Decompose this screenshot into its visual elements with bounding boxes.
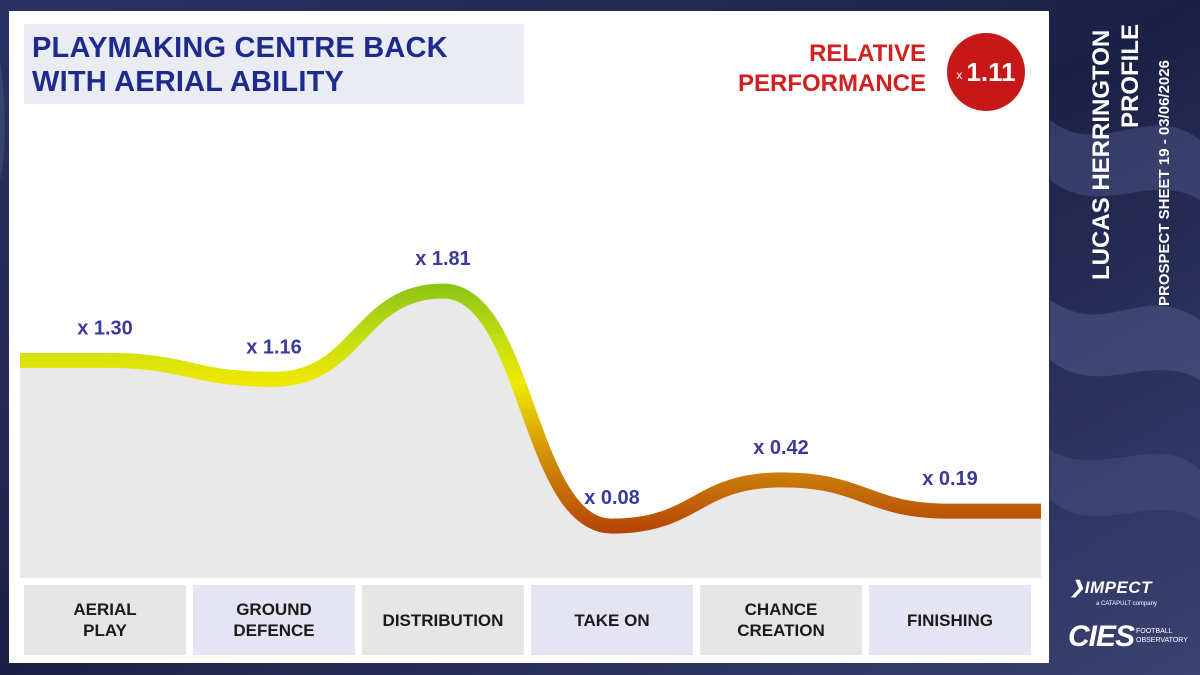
category-label: TAKE ON — [531, 585, 693, 655]
impect-logo-text: IMPECT — [1084, 578, 1152, 597]
relative-value: 1.11 — [966, 56, 1016, 87]
impect-logo: ❯IMPECT — [1070, 578, 1152, 598]
value-label: x 0.19 — [922, 468, 978, 490]
value-label: x 0.08 — [584, 487, 640, 509]
impect-arrow-icon: ❯ — [1070, 578, 1085, 597]
category-label: CHANCE CREATION — [700, 585, 862, 655]
chart-title-line-2: WITH AERIAL ABILITY — [32, 66, 345, 98]
value-label: x 1.30 — [77, 317, 133, 339]
cies-logo: CIES — [1068, 620, 1135, 653]
impect-logo-sub: a CATAPULT company — [1096, 601, 1157, 607]
value-label: x 0.42 — [753, 437, 809, 459]
value-label: x 1.16 — [246, 336, 302, 358]
category-label: AERIAL PLAY — [24, 585, 186, 655]
cies-logo-sub: FOOTBALL OBSERVATORY — [1136, 628, 1188, 644]
category-label: DISTRIBUTION — [362, 585, 524, 655]
relative-prefix: x — [956, 68, 963, 82]
chart-title-line-1: PLAYMAKING CENTRE BACK — [32, 32, 448, 64]
performance-line — [20, 283, 1041, 534]
profile-label: PROFILE — [1117, 23, 1144, 128]
player-name: LUCAS HERRINGTON — [1088, 29, 1115, 280]
relative-label-line-2: PERFORMANCE — [737, 70, 926, 97]
relative-performance-label: RELATIVE PERFORMANCE — [700, 38, 926, 102]
relative-label-line-1: RELATIVE — [809, 40, 926, 67]
title-box: PLAYMAKING CENTRE BACK WITH AERIAL ABILI… — [24, 24, 524, 104]
value-label: x 1.81 — [415, 248, 471, 270]
category-label: GROUND DEFENCE — [193, 585, 355, 655]
relative-performance-badge: x 1.11 — [947, 33, 1025, 111]
category-label: FINISHING — [869, 585, 1031, 655]
prospect-sheet-label: PROSPECT SHEET 19 - 03/06/2026 — [1156, 60, 1173, 306]
